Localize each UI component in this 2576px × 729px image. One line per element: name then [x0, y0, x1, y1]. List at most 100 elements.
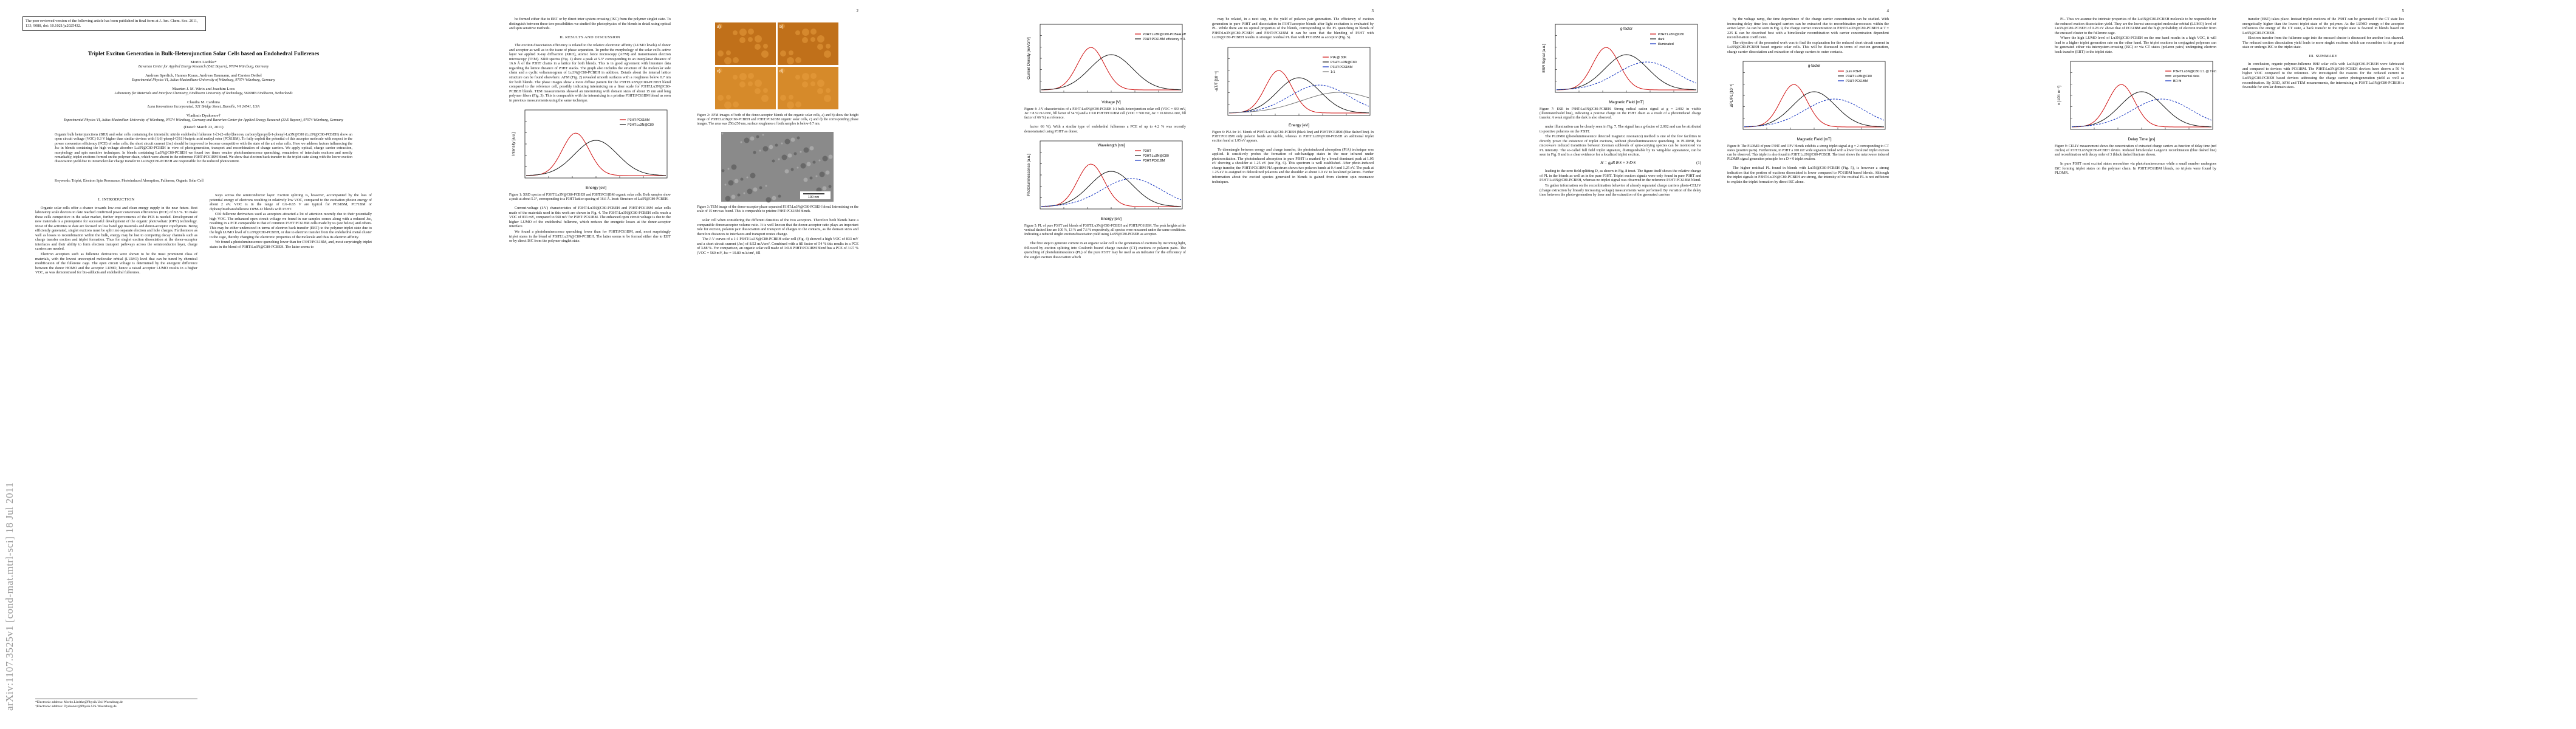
texture	[748, 37, 753, 42]
figure: Magnetic Field [mT] g-factor ESR Signal [a…	[1540, 21, 1701, 120]
y-axis-label: ΔPL/PL [10⁻⁴]	[1730, 84, 1734, 108]
paragraph: The exciton dissociation efficiency is r…	[509, 43, 671, 103]
paragraph: We found a photoluminescence quenching l…	[210, 240, 372, 250]
equation-number: (1)	[1696, 160, 1701, 165]
plot-frame	[1742, 61, 1886, 130]
paragraph: The J-V curves of a 1:1 P3HT:Lu3N@C80-PC…	[697, 237, 858, 255]
equation: H = gμB B·S + S·D·S (1)	[1540, 161, 1701, 166]
column: Voltage [V] Current Density [mA/cm²] P3HT:…	[1024, 17, 1186, 260]
legend-entry: P3HT:PC61BM	[628, 118, 650, 122]
legend-entry: PIA @ 30K	[1331, 56, 1347, 60]
top-axis-label: g-factor	[1620, 27, 1632, 31]
figure-plot: Magnetic Field [mT] g-factor ΔPL/PL [10⁻⁴]…	[1730, 61, 1886, 142]
texture	[765, 185, 767, 187]
texture	[731, 164, 737, 170]
texture	[810, 37, 815, 42]
page-number: 2	[856, 9, 859, 13]
texture	[748, 29, 754, 35]
curve	[1041, 171, 1182, 207]
panel-label: c)	[717, 69, 721, 74]
paragraph: Where the high LUMO level of Lu3N@C80-PC…	[2055, 36, 2216, 54]
author-names: Andreas Sperlich, Hannes Kraus, Andreas …	[145, 74, 262, 78]
affiliation: Bavarian Center for Applied Energy Resea…	[138, 64, 269, 69]
paragraph: The objective of the presented work was …	[1727, 40, 1889, 54]
curve	[1229, 70, 1369, 114]
figure-plot: Energy [eV] Wavelength [nm] Photoluminesce…	[1027, 140, 1183, 221]
texture	[740, 177, 744, 181]
column: PL. Thus we assume the intrinsic propert…	[2055, 17, 2216, 176]
texture	[795, 57, 801, 63]
texture	[759, 186, 762, 190]
figure-caption: Figure 5: PL of pure P3HT and blends of …	[1024, 224, 1186, 237]
texture	[718, 68, 722, 73]
figure: Energy [eV] Wavelength [nm] Photoluminesce…	[1024, 137, 1186, 237]
figure: Energy [eV] Intensity [a.u.] P3HT:PC61BM P3…	[509, 106, 671, 202]
affiliation: Experimental Physics VI, Julius-Maximili…	[132, 78, 275, 82]
paragraph: PL. Thus we assume the intrinsic propert…	[2055, 17, 2216, 35]
figure-caption: Figure 7: ESR in P3HT:Lu3N@C80-PCBEH. St…	[1540, 108, 1701, 120]
curve	[1744, 91, 1885, 128]
figure-caption: Figure 8: The PLDMR of pure P3HT and OPV…	[1727, 145, 1889, 162]
texture	[781, 154, 787, 160]
legend-entry: P3HT:PC61BM	[1143, 159, 1165, 163]
texture	[796, 166, 799, 169]
texture	[818, 159, 821, 162]
x-axis-label: Voltage [V]	[1101, 100, 1121, 104]
afm-panel	[778, 67, 838, 109]
texture	[826, 88, 831, 93]
afm-panel	[715, 67, 776, 109]
author-names: Maarten J. M. Wirix and Joachim Loos	[172, 87, 235, 91]
texture	[787, 57, 794, 64]
texture	[802, 37, 808, 43]
texture	[802, 29, 809, 36]
figure-caption: Figure 4: J-V characteristics of a P3HT:…	[1024, 108, 1186, 120]
texture	[748, 73, 754, 79]
curve	[1041, 178, 1182, 207]
curve	[1041, 54, 1182, 91]
author-block: Andreas Sperlich, Hannes Kraus, Andreas …	[35, 74, 372, 83]
texture	[763, 88, 768, 93]
paragraph: The higher residual PL found in blends w…	[1727, 166, 1889, 185]
curve	[1744, 84, 1884, 128]
paragraph: To disentangle between energy and charge…	[1212, 147, 1374, 184]
column: by the voltage ramp, the time dependence…	[1727, 17, 1889, 185]
column: transfer (EBT) takes place. Instead trip…	[2242, 17, 2404, 91]
x-axis-label: Delay Time [µs]	[2128, 137, 2156, 142]
equation-body: H = gμB B·S + S·D·S	[1600, 160, 1636, 165]
y-axis-label: ESR Signal [a.u.]	[1542, 44, 1546, 72]
texture	[824, 95, 831, 102]
paragraph: Electron acceptors such as fullerene der…	[35, 252, 197, 275]
legend-entry: P3HT:Lu3N@C80	[1143, 154, 1169, 158]
texture	[815, 175, 818, 177]
texture	[784, 169, 789, 174]
texture	[787, 153, 792, 158]
top-axis-label: g-factor	[1808, 64, 1820, 68]
afm-panel	[778, 22, 838, 65]
paragraph: In conclusion, organic polymer-fullerene…	[2242, 62, 2404, 90]
legend-entry: P3HT:Lu3N@C80-PCBEH efficiency = 3.88%	[1143, 33, 1186, 36]
afm-panel	[715, 22, 776, 65]
texture	[761, 50, 769, 58]
figure-caption: Figure 1: XRD spectra of P3HT:Lu3N@C80-P…	[509, 193, 671, 202]
paragraph: To gather information on the recombinati…	[1540, 183, 1701, 197]
texture	[780, 68, 785, 73]
paragraph: Current-voltage (I-V) characteristics of…	[509, 206, 671, 229]
affiliation: Luna Innovations Incorporated, 521 Bridg…	[147, 104, 260, 109]
x-axis-label: Energy [eV]	[586, 186, 606, 190]
texture	[784, 139, 790, 145]
texture	[725, 196, 731, 202]
paragraph: may be related, in a next step, to the y…	[1212, 17, 1374, 40]
author-names: Claudia M. Cardona	[187, 100, 220, 104]
texture	[750, 136, 755, 141]
panel-label: a)	[717, 25, 721, 29]
texture	[766, 197, 772, 203]
column: a) b) c) d) Figure 2: AFM images of both of …	[697, 17, 858, 256]
figure: Voltage [V] Current Density [mA/cm²] P3HT:…	[1024, 21, 1186, 120]
paragraph: The first step to generate current in an…	[1024, 241, 1186, 259]
arxiv-stamp: arXiv:1107.3525v1 [cond-mat.mtrl-sci] 18…	[4, 482, 15, 711]
y-axis-label: Intensity [a.u.]	[512, 132, 516, 156]
texture	[778, 158, 780, 160]
paper-title: Triplet Exciton Generation in Bulk-Heter…	[87, 51, 320, 57]
texture	[789, 50, 793, 55]
